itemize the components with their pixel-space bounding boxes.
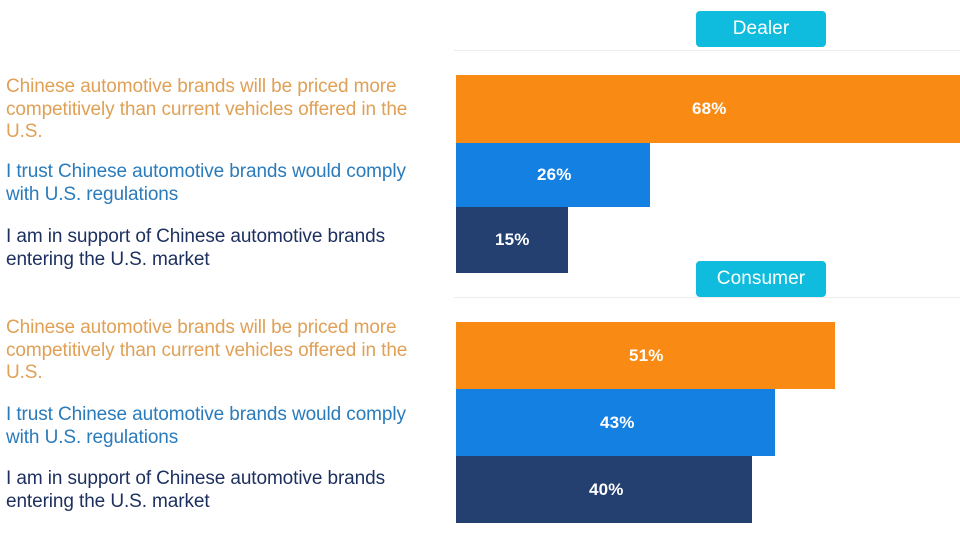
label-consumer-price: Chinese automotive brands will be priced… [6,317,408,383]
bar-value-dealer-trust: 26% [537,165,572,184]
group-badge-consumer[interactable]: Consumer [696,261,826,297]
bar-value-dealer-price: 68% [692,99,727,118]
bar-dealer-support: 15% [456,207,568,273]
bar-value-consumer-trust: 43% [600,412,635,432]
label-dealer-price: Chinese automotive brands will be priced… [6,76,408,142]
category-labels-column: Chinese automotive brands will be priced… [0,0,446,540]
bar-dealer-price: 68% [456,75,960,143]
bar-consumer-price: 51% [456,322,835,389]
label-dealer-support: I am in support of Chinese automotive br… [6,226,385,270]
divider-dealer-header [454,50,960,51]
bar-consumer-support: 40% [456,456,752,523]
bar-value-dealer-support: 15% [495,230,530,249]
label-consumer-support: I am in support of Chinese automotive br… [6,468,385,512]
divider-consumer-header [454,297,960,298]
label-dealer-trust: I trust Chinese automotive brands would … [6,161,406,205]
chart-panel: Dealer 68% 26% 15% Consumer 51% 43% 40% [446,0,960,540]
bar-dealer-trust: 26% [456,143,650,207]
bar-value-consumer-price: 51% [629,345,664,365]
label-consumer-trust: I trust Chinese automotive brands would … [6,404,406,448]
bar-value-consumer-support: 40% [589,479,624,499]
group-badge-dealer[interactable]: Dealer [696,11,826,47]
bar-consumer-trust: 43% [456,389,775,456]
